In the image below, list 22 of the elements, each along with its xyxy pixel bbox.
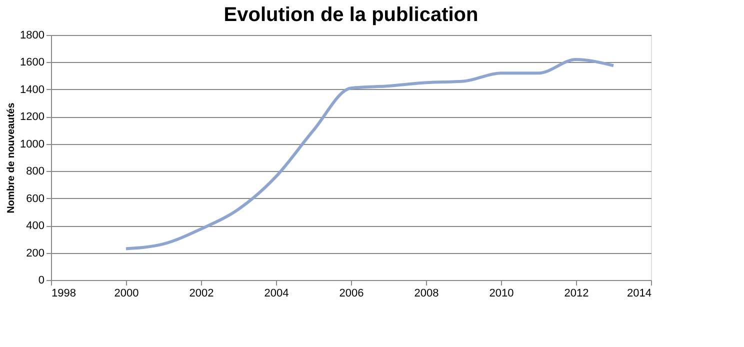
y-tick-label: 1200 (20, 111, 44, 124)
x-tick-label: 2004 (264, 288, 289, 300)
x-tick-label: 2008 (414, 288, 439, 300)
x-tick-label: 1998 (52, 288, 76, 300)
x-tick-label: 2010 (489, 288, 514, 300)
y-tick-label: 400 (26, 220, 44, 232)
x-tick-label: 2012 (564, 288, 589, 300)
y-tick-label: 1800 (20, 30, 44, 42)
y-tick-label: 1000 (20, 138, 44, 150)
y-tick-label: 200 (26, 247, 44, 260)
x-tick-label: 2006 (339, 288, 364, 300)
y-tick-label: 1400 (20, 84, 44, 96)
x-tick-label: 2000 (114, 288, 139, 300)
y-tick-label: 800 (26, 166, 44, 178)
y-tick-label: 600 (26, 192, 44, 205)
x-tick-label: 2014 (627, 288, 652, 300)
y-tick-label: 0 (38, 274, 44, 286)
x-tick-label: 2002 (189, 288, 214, 300)
line-series (124, 58, 615, 250)
y-tick-label: 1600 (20, 56, 44, 69)
chart-title: Evolution de la publication (224, 4, 478, 26)
y-axis-title: Nombre de nouveautés (6, 102, 18, 214)
